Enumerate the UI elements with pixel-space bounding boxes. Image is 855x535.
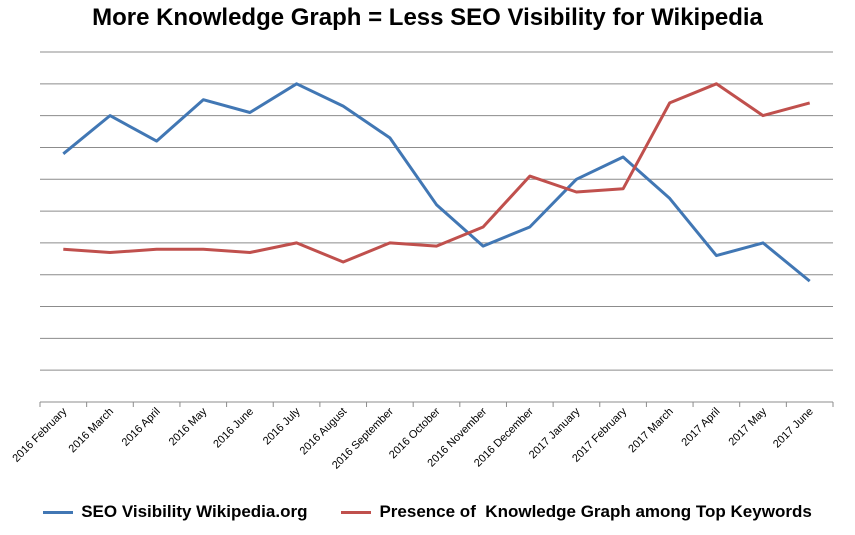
x-tick-label: 2016 March bbox=[67, 406, 117, 456]
series-lines bbox=[62, 82, 811, 283]
x-tick-label: 2016 July bbox=[261, 405, 303, 447]
x-axis bbox=[39, 401, 834, 407]
legend-entry-seo-visibility: SEO Visibility Wikipedia.org bbox=[43, 502, 307, 522]
x-tick-label: 2016 February bbox=[10, 405, 69, 464]
legend-swatch-seo-visibility bbox=[43, 510, 74, 514]
x-tick-label: 2016 May bbox=[167, 405, 210, 448]
x-tick-label: 2016 June bbox=[211, 406, 256, 451]
x-tick-label: 2017 May bbox=[727, 405, 770, 448]
legend-label-knowledge-graph: Presence of Knowledge Graph among Top Ke… bbox=[379, 502, 812, 521]
legend-swatch-knowledge-graph bbox=[341, 510, 372, 514]
x-tick-label: 2016 August bbox=[298, 406, 350, 458]
x-tick-label: 2017 March bbox=[626, 406, 676, 456]
x-tick-label: 2017 June bbox=[771, 406, 816, 451]
x-tick-label: 2017 April bbox=[679, 406, 722, 449]
x-tick-label: 2016 April bbox=[120, 406, 163, 449]
gridlines bbox=[40, 51, 833, 371]
chart-title: More Knowledge Graph = Less SEO Visibili… bbox=[92, 4, 763, 31]
series-line-knowledge-graph bbox=[63, 82, 811, 264]
legend-label-seo-visibility: SEO Visibility Wikipedia.org bbox=[81, 502, 308, 521]
legend: SEO Visibility Wikipedia.org Presence of… bbox=[0, 500, 855, 524]
legend-entry-knowledge-graph: Presence of Knowledge Graph among Top Ke… bbox=[341, 502, 812, 522]
series-line-seo-visibility bbox=[62, 82, 811, 283]
